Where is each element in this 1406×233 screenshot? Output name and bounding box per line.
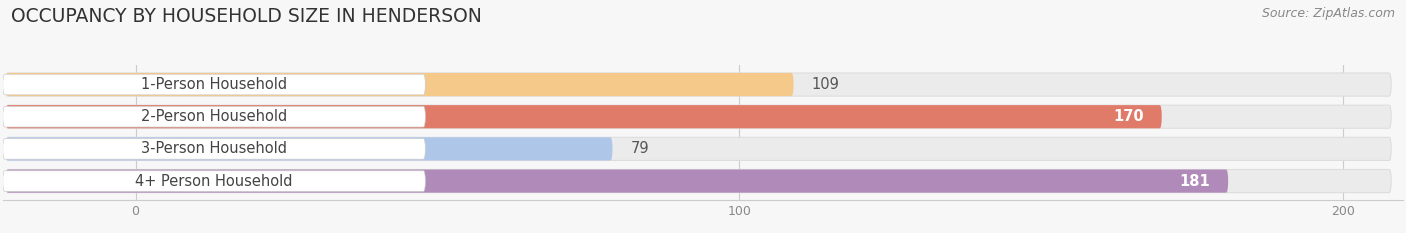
FancyBboxPatch shape: [6, 137, 1391, 161]
Text: 4+ Person Household: 4+ Person Household: [135, 174, 292, 188]
FancyBboxPatch shape: [3, 106, 426, 127]
FancyBboxPatch shape: [6, 73, 793, 96]
Text: 79: 79: [630, 141, 650, 156]
FancyBboxPatch shape: [6, 73, 1391, 96]
FancyBboxPatch shape: [6, 137, 613, 161]
FancyBboxPatch shape: [6, 105, 1161, 128]
Text: 109: 109: [811, 77, 839, 92]
Text: 3-Person Household: 3-Person Household: [141, 141, 287, 156]
Text: 181: 181: [1180, 174, 1211, 188]
Text: 2-Person Household: 2-Person Household: [141, 109, 287, 124]
FancyBboxPatch shape: [6, 169, 1229, 193]
Text: 170: 170: [1114, 109, 1143, 124]
FancyBboxPatch shape: [6, 105, 1391, 128]
FancyBboxPatch shape: [3, 74, 426, 95]
Text: OCCUPANCY BY HOUSEHOLD SIZE IN HENDERSON: OCCUPANCY BY HOUSEHOLD SIZE IN HENDERSON: [11, 7, 482, 26]
FancyBboxPatch shape: [3, 139, 426, 159]
FancyBboxPatch shape: [6, 169, 1391, 193]
Text: 1-Person Household: 1-Person Household: [141, 77, 287, 92]
Text: Source: ZipAtlas.com: Source: ZipAtlas.com: [1261, 7, 1395, 20]
FancyBboxPatch shape: [3, 171, 426, 191]
